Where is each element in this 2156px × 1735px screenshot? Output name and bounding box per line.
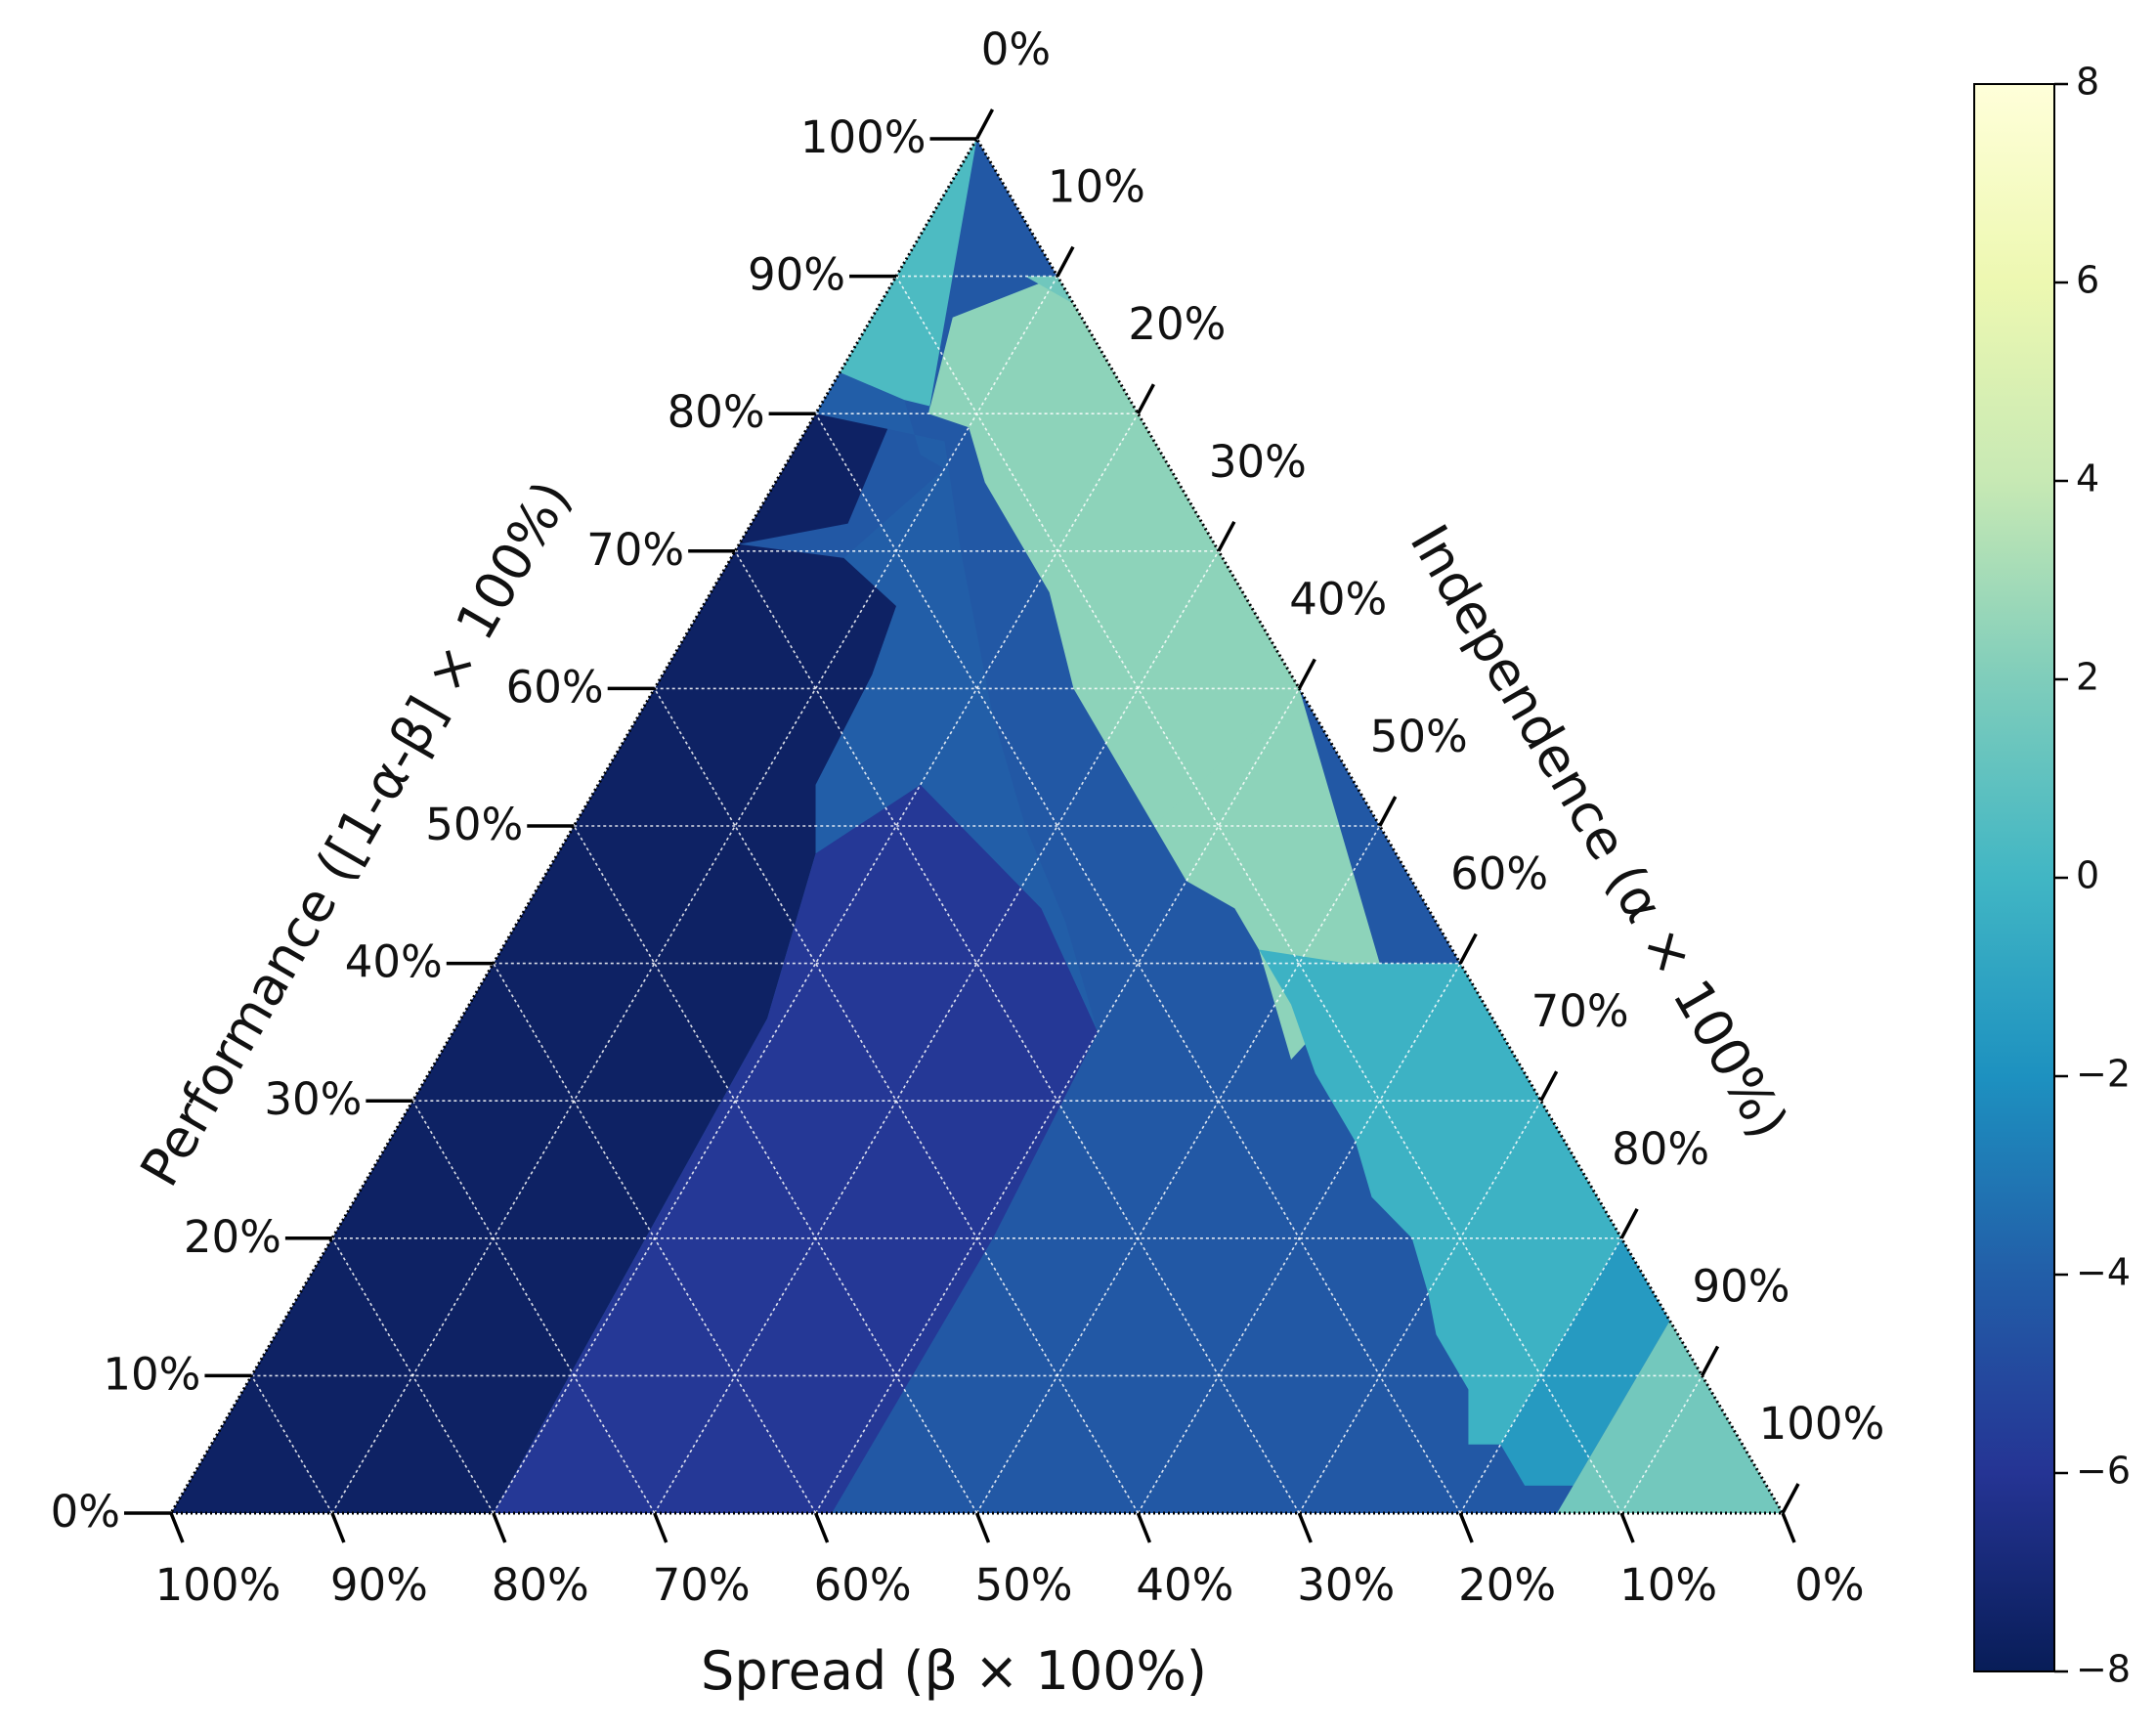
bottom-tick bbox=[1136, 1512, 1152, 1543]
right-tick-label: 100% bbox=[1759, 1398, 1885, 1450]
bottom-tick bbox=[1297, 1512, 1313, 1543]
right-tick-label: 70% bbox=[1531, 985, 1629, 1037]
grid-line-independence bbox=[1137, 963, 1461, 1514]
right-tick-label: 0% bbox=[981, 23, 1051, 75]
right-tick bbox=[1539, 1070, 1559, 1103]
grid-line-spread bbox=[331, 1237, 495, 1514]
bottom-tick-label: 60% bbox=[814, 1559, 912, 1611]
grid-line-independence bbox=[654, 550, 1220, 1514]
heat-region-mid-top bbox=[815, 372, 1099, 1032]
bottom-tick-label: 40% bbox=[1136, 1559, 1233, 1611]
bottom-tick-label: 0% bbox=[1794, 1559, 1864, 1611]
bottom-tick bbox=[813, 1512, 830, 1543]
left-tick-label: 30% bbox=[264, 1073, 362, 1125]
bottom-tick-label: 100% bbox=[155, 1559, 281, 1611]
right-tick-label: 10% bbox=[1048, 161, 1145, 213]
ticks-layer bbox=[124, 108, 1800, 1543]
left-tick-label: 90% bbox=[748, 249, 845, 301]
left-tick-label: 60% bbox=[506, 661, 604, 713]
heat-region-dark-top bbox=[739, 413, 888, 544]
grid-layer bbox=[250, 275, 1703, 1514]
heat-region-green-edge bbox=[1024, 276, 1074, 304]
grid-line-independence bbox=[975, 825, 1381, 1514]
left-tick-label: 10% bbox=[103, 1348, 200, 1400]
grid-line-spread bbox=[814, 412, 1461, 1514]
right-tick-label: 30% bbox=[1209, 436, 1307, 488]
grid-line-spread bbox=[493, 963, 817, 1514]
labels-layer: 100% 0% 0% 90% 10% 10% 80% 20% 20% 70% 30% 30% 60% 40… bbox=[51, 23, 1885, 1611]
colorbar-ticks: 8 6 4 2 0 −2 −4 −6 −8 bbox=[2054, 61, 2131, 1691]
left-tick-label: 50% bbox=[425, 799, 523, 850]
right-tick-label: 60% bbox=[1450, 848, 1548, 900]
colorbar-tick-label: 2 bbox=[2076, 656, 2099, 699]
heat-region-green-corner bbox=[1557, 1321, 1783, 1513]
grid-line-spread bbox=[895, 276, 1622, 1514]
heat-region-green-upper bbox=[928, 276, 1300, 868]
bottom-tick-label: 50% bbox=[974, 1559, 1072, 1611]
grid-line-spread bbox=[573, 825, 978, 1514]
right-tick bbox=[1056, 245, 1075, 278]
left-tick-label: 0% bbox=[51, 1486, 120, 1538]
colorbar-tick-label: −2 bbox=[2076, 1053, 2131, 1096]
bottom-tick-label: 90% bbox=[330, 1559, 428, 1611]
left-tick-label: 70% bbox=[586, 524, 684, 576]
bottom-tick bbox=[653, 1512, 668, 1543]
left-tick-label: 20% bbox=[184, 1211, 281, 1263]
right-tick bbox=[1378, 796, 1398, 827]
colorbar-bar bbox=[1973, 83, 2055, 1672]
bottom-tick bbox=[1619, 1512, 1635, 1543]
bottom-tick bbox=[169, 1512, 185, 1543]
right-tick-label: 40% bbox=[1289, 573, 1387, 625]
right-tick bbox=[1619, 1207, 1639, 1239]
bottom-tick-label: 30% bbox=[1297, 1559, 1395, 1611]
right-tick bbox=[974, 108, 995, 140]
heat-region-deep bbox=[493, 784, 1099, 1513]
right-tick bbox=[1458, 933, 1478, 965]
colorbar-tick-label: 0 bbox=[2076, 854, 2099, 897]
bottom-tick bbox=[974, 1512, 991, 1543]
colorbar-tick-label: 6 bbox=[2076, 259, 2099, 302]
heat-region-darkest bbox=[171, 543, 897, 1513]
bottom-tick bbox=[330, 1512, 346, 1543]
right-tick bbox=[1297, 658, 1316, 690]
bottom-tick bbox=[1781, 1512, 1796, 1543]
right-tick-label: 80% bbox=[1612, 1123, 1709, 1175]
grid-line-spread bbox=[734, 550, 1300, 1514]
bottom-tick-label: 20% bbox=[1458, 1559, 1556, 1611]
right-tick bbox=[1136, 383, 1155, 415]
colorbar-tick-label: −6 bbox=[2076, 1450, 2131, 1493]
colorbar: 8 6 4 2 0 −2 −4 −6 −8 bbox=[1973, 61, 2131, 1691]
heat-region-cyan-lower bbox=[1500, 1237, 1670, 1486]
heat-layer bbox=[171, 139, 1783, 1513]
bottom-tick-label: 70% bbox=[653, 1559, 751, 1611]
right-tick bbox=[1781, 1483, 1800, 1514]
bottom-tick bbox=[492, 1512, 507, 1543]
right-tick-label: 90% bbox=[1693, 1260, 1790, 1312]
bottom-tick-label: 80% bbox=[492, 1559, 589, 1611]
right-tick-label: 20% bbox=[1128, 298, 1226, 350]
bottom-axis-title: Spread (β × 100%) bbox=[701, 1640, 1207, 1702]
colorbar-tick-label: 4 bbox=[2076, 457, 2099, 500]
right-tick-label: 50% bbox=[1370, 711, 1468, 762]
colorbar-tick-label: −8 bbox=[2076, 1648, 2131, 1691]
grid-line-independence bbox=[493, 412, 1140, 1514]
left-tick-label: 100% bbox=[800, 111, 927, 163]
right-tick bbox=[1701, 1345, 1720, 1377]
left-tick-label: 80% bbox=[668, 386, 765, 438]
right-tick bbox=[1217, 520, 1236, 552]
grid-line-independence bbox=[1459, 1237, 1622, 1514]
colorbar-tick-label: −4 bbox=[2076, 1251, 2131, 1294]
heat-region-teal-mid bbox=[1259, 949, 1622, 1445]
left-tick-label: 40% bbox=[345, 936, 443, 988]
grid-line-independence bbox=[331, 276, 1058, 1514]
bottom-tick-label: 10% bbox=[1619, 1559, 1717, 1611]
bottom-tick bbox=[1458, 1512, 1474, 1543]
colorbar-tick-label: 8 bbox=[2076, 61, 2099, 104]
